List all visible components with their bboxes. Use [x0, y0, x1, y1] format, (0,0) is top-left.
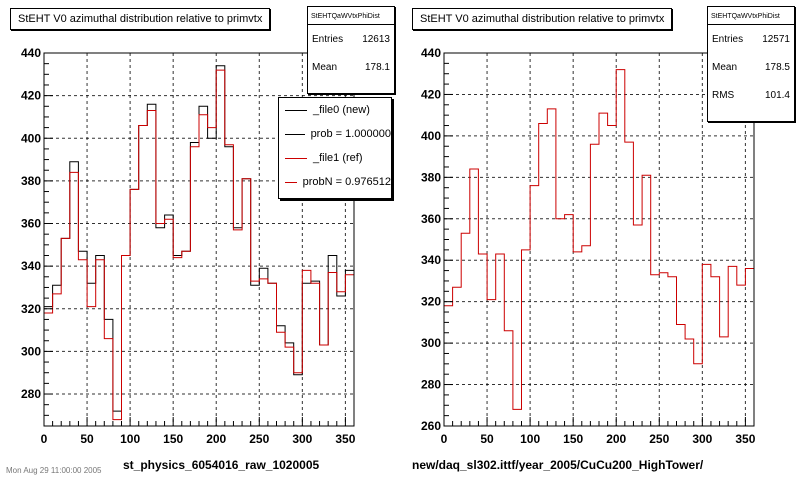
legend-label: _file1 (ref)	[313, 152, 363, 164]
x-tick-label: 0	[41, 432, 48, 446]
y-tick-label: 320	[421, 295, 441, 309]
x-tick-label: 0	[441, 432, 448, 446]
right-stats-name: StEHTQaWVtxPhiDist	[708, 7, 794, 25]
left-legend: _file0 (new) prob = 1.000000 _file1 (ref…	[278, 97, 392, 199]
y-tick-label: 380	[21, 174, 41, 188]
x-tick-label: 100	[520, 432, 540, 446]
legend-entry: _file1 (ref)	[279, 146, 391, 170]
y-tick-label: 380	[421, 170, 441, 184]
legend-label: _file0 (new)	[313, 104, 370, 116]
left-title: StEHT V0 azimuthal distribution relative…	[10, 8, 271, 30]
y-tick-label: 340	[21, 259, 41, 273]
y-tick-label: 260	[421, 419, 441, 433]
x-tick-label: 100	[120, 432, 140, 446]
right-title: StEHT V0 azimuthal distribution relative…	[412, 8, 673, 30]
left-stats-label: Entries	[312, 33, 344, 45]
left-stats-label: Mean	[312, 61, 338, 73]
y-tick-label: 320	[21, 302, 41, 316]
right-stats-value: 12571	[762, 33, 790, 45]
legend-swatch	[285, 133, 305, 135]
y-tick-label: 360	[421, 212, 441, 226]
legend-entry: probN = 0.976512	[279, 170, 391, 194]
x-tick-label: 50	[480, 432, 494, 446]
left-histogram-plot: 0 50 100 150 200 250 300 350 280 300 320 340 360 380 4…	[21, 46, 356, 446]
right-stats-label: Mean	[712, 61, 738, 73]
y-tick-label: 420	[21, 89, 41, 103]
y-tick-label: 360	[21, 217, 41, 231]
x-tick-label: 200	[206, 432, 226, 446]
y-tick-label: 340	[421, 253, 441, 267]
x-tick-label: 150	[163, 432, 183, 446]
x-tick-label: 250	[649, 432, 669, 446]
right-stats-row-entries: Entries 12571	[708, 25, 794, 53]
y-tick-label: 280	[421, 378, 441, 392]
right-stats-value: 101.4	[764, 89, 790, 101]
footer-timestamp: Mon Aug 29 11:00:00 2005	[6, 466, 102, 475]
legend-swatch	[285, 109, 307, 111]
left-stats-row-entries: Entries 12613	[308, 25, 394, 53]
left-stats-box: StEHTQaWVtxPhiDist Entries 12613 Mean 17…	[307, 6, 395, 94]
legend-swatch	[285, 157, 307, 159]
y-tick-label: 440	[21, 46, 41, 60]
right-stats-label: Entries	[712, 33, 744, 45]
legend-label: prob = 1.000000	[310, 128, 391, 140]
histogram-series-0	[444, 69, 754, 410]
right-stats-row-rms: RMS 101.4	[708, 81, 794, 109]
left-stats-value: 12613	[362, 33, 390, 45]
legend-swatch	[285, 181, 297, 183]
y-tick-label: 440	[421, 46, 441, 60]
y-tick-label: 300	[421, 336, 441, 350]
right-stats-box: StEHTQaWVtxPhiDist Entries 12571 Mean 17…	[707, 6, 795, 122]
x-tick-label: 150	[563, 432, 583, 446]
y-tick-label: 400	[421, 129, 441, 143]
legend-entry: prob = 1.000000	[279, 122, 391, 146]
y-tick-label: 300	[21, 344, 41, 358]
right-stats-value: 178.5	[764, 61, 790, 73]
left-stats-row-mean: Mean 178.1	[308, 53, 394, 81]
x-tick-label: 300	[292, 432, 312, 446]
right-stats-label: RMS	[712, 89, 735, 101]
right-histogram-plot: 0 50 100 150 200 250 300 350 260 280 300 320 340 360 3…	[421, 46, 756, 446]
y-tick-label: 420	[421, 87, 441, 101]
y-tick-label: 400	[21, 131, 41, 145]
legend-label: probN = 0.976512	[302, 176, 391, 188]
left-stats-value: 178.1	[364, 61, 390, 73]
x-tick-label: 50	[80, 432, 94, 446]
x-tick-label: 200	[606, 432, 626, 446]
x-tick-label: 350	[335, 432, 355, 446]
x-tick-label: 300	[692, 432, 712, 446]
right-stats-row-mean: Mean 178.5	[708, 53, 794, 81]
y-tick-label: 280	[21, 387, 41, 401]
right-x-axis-label: new/daq_sl302.ittf/year_2005/CuCu200_Hig…	[412, 458, 704, 472]
left-stats-name: StEHTQaWVtxPhiDist	[308, 7, 394, 25]
x-tick-label: 250	[249, 432, 269, 446]
histogram-series-1	[44, 69, 354, 421]
legend-entry: _file0 (new)	[279, 98, 391, 122]
left-x-axis-label: st_physics_6054016_raw_1020005	[123, 458, 320, 472]
x-tick-label: 350	[735, 432, 755, 446]
